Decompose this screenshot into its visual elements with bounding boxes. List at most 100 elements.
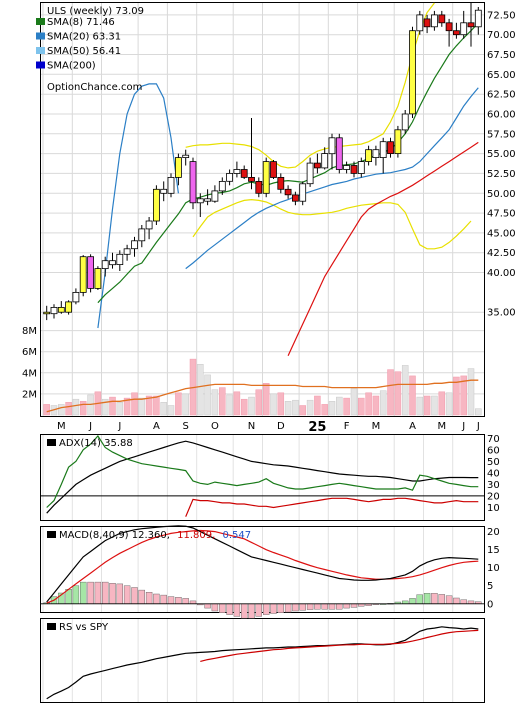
candle-body xyxy=(248,176,255,182)
macd-histogram-bar xyxy=(240,603,248,619)
volume-bar xyxy=(409,375,416,416)
price-tick-label: 50.00 xyxy=(487,189,516,200)
candle xyxy=(452,22,460,39)
volume-bar xyxy=(226,394,233,416)
macd-histogram-bar xyxy=(263,603,270,615)
macd-histogram-bar xyxy=(182,598,189,605)
x-axis-label: S xyxy=(183,421,189,432)
candle-body xyxy=(240,169,248,178)
macd-tick-label: 20 xyxy=(487,527,500,538)
candle-body xyxy=(87,256,94,289)
candle xyxy=(131,236,138,257)
candle-body xyxy=(306,162,314,185)
macd-histogram-bar xyxy=(131,587,138,604)
candle xyxy=(226,169,234,186)
macd-histogram-bar xyxy=(123,585,131,604)
price-chart-title: ULS (weekly) 73.09 xyxy=(47,6,144,17)
indicator-panels xyxy=(41,435,484,700)
volume-bar xyxy=(175,392,182,416)
moving-average-lines xyxy=(97,2,479,357)
candle xyxy=(299,181,307,206)
volume-bar xyxy=(145,395,153,416)
volume-bar xyxy=(379,390,387,416)
macd-histogram-bar xyxy=(255,603,263,617)
candle xyxy=(357,157,365,178)
candle-body xyxy=(255,180,263,194)
macd-histogram-bar xyxy=(343,603,350,609)
rs-series-line xyxy=(200,629,479,662)
adx-legend-swatch xyxy=(47,439,56,446)
candle xyxy=(57,301,65,314)
candlesticks xyxy=(43,3,482,321)
macd-signal-line xyxy=(46,529,479,604)
candle-body xyxy=(174,157,182,178)
candle-body xyxy=(394,129,402,155)
volume-bar xyxy=(131,392,138,416)
macd-histogram-bar xyxy=(204,603,211,609)
adx-tick-label: 50 xyxy=(487,457,500,468)
volume-tick-label: 4M xyxy=(22,368,37,379)
candle-body xyxy=(109,260,116,266)
price-tick-label: 47.50 xyxy=(487,209,516,220)
price-tick-label: 55.00 xyxy=(487,149,516,160)
volume-bar xyxy=(197,364,204,416)
candle-body xyxy=(343,165,351,170)
volume-bar xyxy=(277,392,285,416)
candle-body xyxy=(116,253,124,266)
candle-body xyxy=(328,137,336,155)
candle xyxy=(240,165,248,179)
volume-tick-label: 8M xyxy=(22,326,37,337)
candle xyxy=(416,10,424,35)
volume-bar xyxy=(350,388,358,416)
axis-labels: 35.00 40.00 42.50 45.00 47.50 50.00 52.50 55.00… xyxy=(22,10,516,610)
macd-line xyxy=(46,525,479,603)
volume-bar xyxy=(43,404,50,416)
price-tick-label: 57.50 xyxy=(487,129,516,140)
price-legend: SMA(8) 71.46 SMA(20) 63.31 SMA(50) 56.41 SM… xyxy=(36,17,121,72)
volume-tick-label: 2M xyxy=(22,389,37,400)
volume-bar xyxy=(65,402,72,416)
price-tick-label: 62.50 xyxy=(487,90,516,101)
volume-bar xyxy=(336,396,343,416)
candle xyxy=(87,254,94,293)
candle-body xyxy=(350,165,358,174)
volume-bar xyxy=(387,369,394,416)
x-axis-label: J xyxy=(461,421,465,432)
candle-body xyxy=(94,268,102,289)
legend-entry: SMA(20) 63.31 xyxy=(47,32,121,43)
volume-bar xyxy=(167,405,175,416)
macd-histogram-bar xyxy=(431,593,438,604)
candle xyxy=(291,191,299,206)
candle xyxy=(204,189,212,206)
candle xyxy=(262,157,270,198)
volume-bar xyxy=(328,401,336,416)
x-axis-label: M xyxy=(372,421,381,432)
volume-bar xyxy=(372,395,380,416)
candle-body xyxy=(152,188,160,222)
candle-body xyxy=(379,141,387,158)
candle-body xyxy=(204,198,212,202)
volume-bar xyxy=(431,395,438,416)
candle-body xyxy=(196,198,204,204)
rs-series-line xyxy=(46,626,479,700)
candle xyxy=(109,252,116,269)
candle xyxy=(335,133,343,174)
macd-histogram-bar xyxy=(438,594,445,605)
candle xyxy=(94,266,102,290)
volume-bar xyxy=(292,399,299,416)
legend-swatch xyxy=(36,61,45,69)
candle-body xyxy=(387,141,394,154)
volume-bar xyxy=(58,404,65,416)
adx-tick-label: 20 xyxy=(487,491,500,502)
macd-histogram-bar xyxy=(445,595,453,604)
sma20-line xyxy=(185,87,479,270)
macd-title: MACD(8,40,9) 12.360, 11.809, 0.547 xyxy=(59,530,251,541)
volume-bar xyxy=(467,368,475,416)
volume-average-line xyxy=(46,379,479,413)
lower-band-line xyxy=(192,198,472,250)
candle-body xyxy=(101,260,109,270)
candle xyxy=(328,133,336,170)
price-tick-label: 40.00 xyxy=(487,268,516,279)
volume-bar xyxy=(438,391,446,416)
candle-body xyxy=(365,149,373,162)
